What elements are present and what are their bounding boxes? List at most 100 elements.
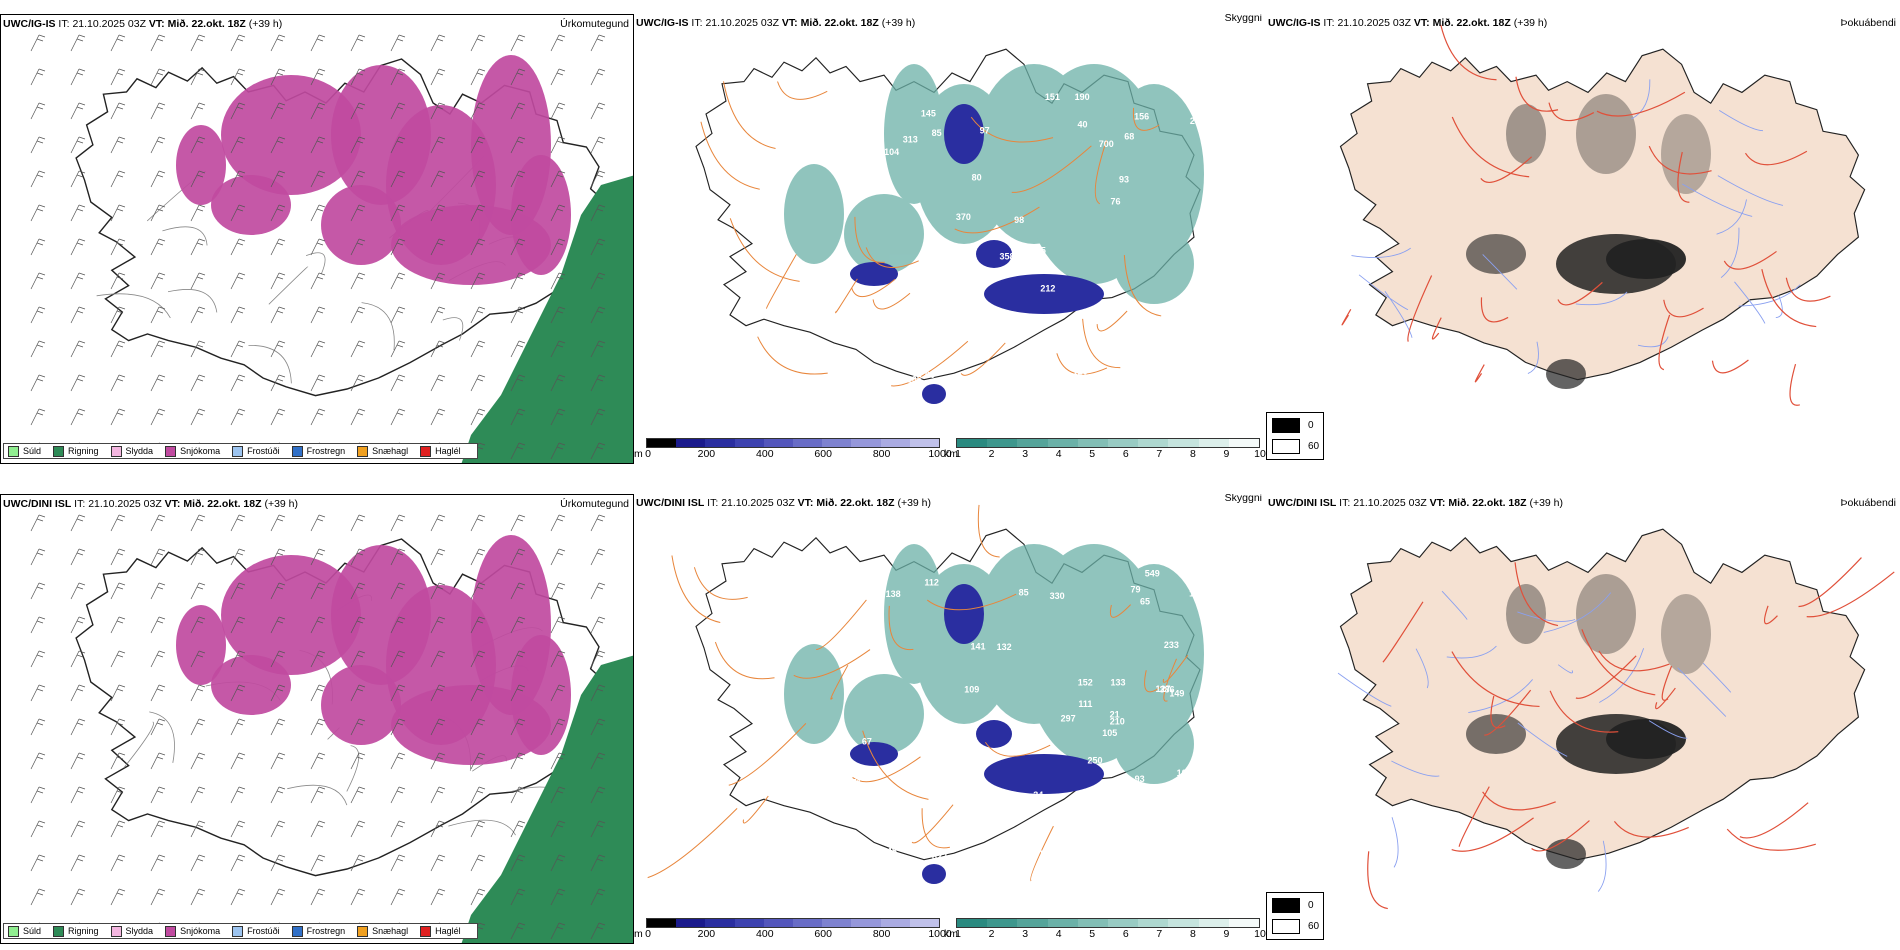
low-cloud-area <box>984 274 1104 314</box>
road-line <box>1785 277 1831 302</box>
river-line <box>1599 648 1645 703</box>
wind-barb <box>70 374 86 392</box>
wind-barb <box>590 238 606 256</box>
fog-legend-label: 0 <box>1308 900 1314 911</box>
wind-barb <box>110 854 126 872</box>
wind-barb <box>390 102 406 120</box>
legend-swatch <box>8 445 19 457</box>
wind-barb <box>390 34 406 52</box>
colorbar-unit: km <box>944 928 958 940</box>
wind-barb <box>590 582 606 600</box>
road-line <box>1549 690 1619 733</box>
wind-barb <box>190 718 206 736</box>
wind-barb <box>350 650 366 668</box>
wind-barb <box>550 548 566 566</box>
wind-barb <box>430 34 446 52</box>
precip-map <box>30 34 633 463</box>
river-line <box>1557 664 1573 674</box>
legend-swatch <box>165 445 177 457</box>
wind-barb <box>110 68 126 86</box>
road-line <box>149 711 175 763</box>
wind-barb <box>310 786 326 804</box>
road-line <box>1655 687 1676 710</box>
cloud-base-value: 370 <box>956 212 971 222</box>
wind-barb <box>190 34 206 52</box>
cloud-base-value: 105 <box>907 374 922 384</box>
road-line <box>123 721 154 768</box>
rain-area <box>461 655 633 943</box>
it-value: 21.10.2025 03Z <box>88 498 162 510</box>
wind-barb <box>270 238 286 256</box>
wind-barb <box>270 170 286 188</box>
colorbar-segment <box>1047 439 1078 447</box>
wind-barb <box>470 752 486 770</box>
legend-swatch <box>291 445 303 457</box>
wind-barb <box>430 718 446 736</box>
wind-barb <box>590 820 606 838</box>
wind-barb <box>510 718 526 736</box>
wind-barb <box>310 374 326 392</box>
road-line <box>1789 363 1800 406</box>
wind-barb <box>350 340 366 358</box>
wind-barb <box>390 786 406 804</box>
wind-barb <box>390 408 406 426</box>
colorbar-tick: 1000 <box>928 448 952 460</box>
wind-barb <box>350 408 366 426</box>
wind-barb <box>70 718 86 736</box>
cloud-base-value: 131 <box>1127 332 1142 342</box>
low-cloud-area <box>944 104 984 164</box>
wind-barb <box>470 888 486 906</box>
wind-barb <box>470 684 486 702</box>
colorbar-segment <box>1198 439 1229 447</box>
wind-barb <box>390 306 406 324</box>
wind-barb <box>30 34 46 52</box>
wind-barb <box>430 408 446 426</box>
colorbar-segment <box>734 919 764 927</box>
wind-barb <box>190 238 206 256</box>
cloud-base-value: 102 <box>1179 801 1194 811</box>
cloud-base-value: 112 <box>924 578 939 588</box>
colorbar-segment <box>1077 439 1108 447</box>
colorbar-segment <box>792 439 823 447</box>
cloud-base-value: 95 <box>1071 815 1081 825</box>
wind-barb <box>230 854 246 872</box>
wind-barb <box>350 34 366 52</box>
visibility-area <box>1114 224 1194 304</box>
fog-area <box>1546 359 1586 389</box>
wind-barb <box>110 34 126 52</box>
wind-barb <box>230 170 246 188</box>
wind-barb <box>230 306 246 324</box>
road-line <box>1663 299 1704 318</box>
wind-barb <box>310 340 326 358</box>
colorbar-strip <box>646 438 940 448</box>
cloud-base-panel-1: 145 93 120 154 68 148 131 358 40 700 200 190 29 117 14… <box>634 14 1266 464</box>
wind-barb <box>150 854 166 872</box>
wind-barb <box>390 514 406 532</box>
legend-label: Snæhagl <box>372 446 409 456</box>
wind-barb <box>110 408 126 426</box>
legend-swatch <box>357 925 369 937</box>
road-line <box>1082 318 1121 369</box>
colorbar-segment <box>763 439 793 447</box>
wind-barb <box>270 340 286 358</box>
colorbar-tick: 10 <box>1254 448 1266 460</box>
vt-label: VT: <box>164 498 181 510</box>
wind-barb <box>390 68 406 86</box>
snow-area <box>176 605 226 685</box>
colorbar-tick: 1 <box>955 448 961 460</box>
panel-header: UWC/DINI ISL IT: 21.10.2025 03Z VT: Mið.… <box>3 498 298 510</box>
road-line <box>926 593 1017 611</box>
colorbar-segment <box>792 919 823 927</box>
cloud-base-value: 212 <box>1040 284 1055 294</box>
fog-panel-1: UWC/IG-IS IT: 21.10.2025 03Z VT: Mið. 22… <box>1266 14 1900 464</box>
wind-barb <box>470 204 486 222</box>
colorbar-segment <box>909 439 939 447</box>
road-line <box>1367 851 1388 910</box>
colorbar-tick: 4 <box>1055 928 1062 940</box>
cloudbase-map: 132 133 141 105 79 307 152 159 386 330 34 822 549 149… <box>647 504 1204 884</box>
fog-legend-item: 60 <box>1272 439 1319 454</box>
legend-label: Snjókoma <box>180 926 221 936</box>
road-line <box>1711 359 1749 374</box>
road-line <box>700 121 760 190</box>
product-label: Þokuábendi <box>1840 17 1896 29</box>
